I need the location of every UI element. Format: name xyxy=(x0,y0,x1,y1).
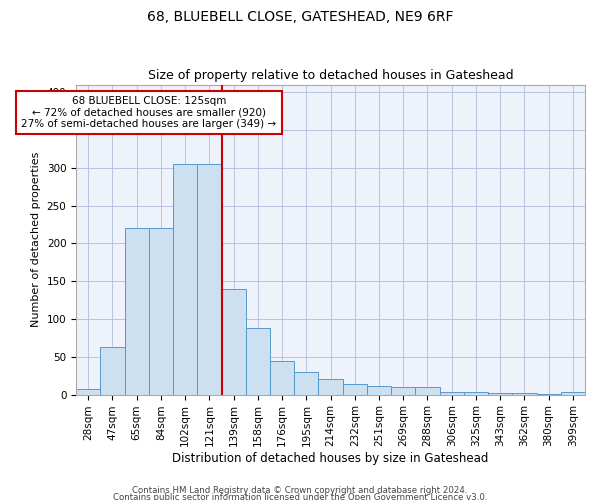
Bar xyxy=(173,164,197,394)
Text: 68, BLUEBELL CLOSE, GATESHEAD, NE9 6RF: 68, BLUEBELL CLOSE, GATESHEAD, NE9 6RF xyxy=(147,10,453,24)
Bar xyxy=(440,392,464,394)
Bar xyxy=(100,347,125,395)
Bar xyxy=(221,288,246,395)
Bar xyxy=(76,390,100,394)
Bar xyxy=(561,392,585,394)
Bar xyxy=(512,393,536,394)
Bar xyxy=(464,392,488,394)
Bar xyxy=(367,386,391,394)
Bar xyxy=(391,387,415,394)
Bar xyxy=(270,362,294,394)
Bar xyxy=(294,372,319,394)
Bar xyxy=(319,380,343,394)
Bar xyxy=(343,384,367,394)
X-axis label: Distribution of detached houses by size in Gateshead: Distribution of detached houses by size … xyxy=(172,452,489,465)
Bar xyxy=(415,387,440,394)
Bar xyxy=(246,328,270,394)
Text: 68 BLUEBELL CLOSE: 125sqm
← 72% of detached houses are smaller (920)
27% of semi: 68 BLUEBELL CLOSE: 125sqm ← 72% of detac… xyxy=(21,96,277,129)
Bar xyxy=(125,228,149,394)
Text: Contains HM Land Registry data © Crown copyright and database right 2024.: Contains HM Land Registry data © Crown c… xyxy=(132,486,468,495)
Text: Contains public sector information licensed under the Open Government Licence v3: Contains public sector information licen… xyxy=(113,494,487,500)
Y-axis label: Number of detached properties: Number of detached properties xyxy=(31,152,41,328)
Bar xyxy=(149,228,173,394)
Title: Size of property relative to detached houses in Gateshead: Size of property relative to detached ho… xyxy=(148,69,514,82)
Bar xyxy=(488,393,512,394)
Bar xyxy=(197,164,221,394)
